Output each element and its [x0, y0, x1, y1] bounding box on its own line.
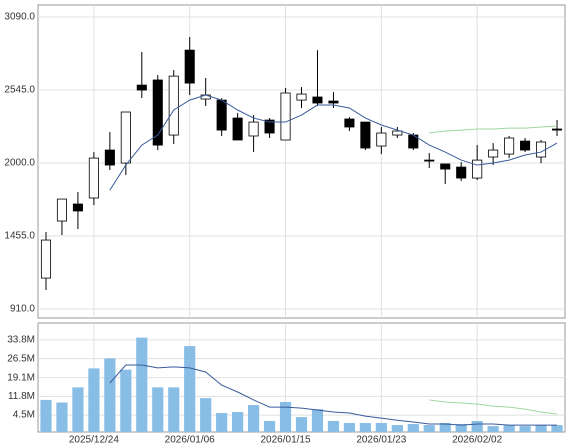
x-tick-label: 2026/01/15	[260, 435, 310, 446]
volume-bar	[248, 405, 260, 432]
candle-body	[216, 99, 227, 131]
candle-body	[328, 100, 339, 104]
candle-body	[344, 118, 355, 128]
x-tick-label: 2026/02/02	[452, 435, 502, 446]
moving-average-line	[109, 364, 558, 426]
x-tick-label: 2026/01/23	[356, 435, 406, 446]
candle-body	[376, 132, 387, 147]
candle-body	[120, 111, 131, 164]
volume-bar	[551, 425, 563, 432]
volume-bar	[232, 411, 244, 432]
y-tick-label: 33.8M	[7, 335, 35, 346]
candle-body	[88, 157, 99, 199]
volume-bar	[391, 425, 403, 432]
volume-bar	[471, 420, 483, 432]
volume-bar	[120, 369, 132, 432]
candle-body	[168, 75, 179, 136]
candle-body	[40, 239, 52, 279]
candle-body	[312, 96, 323, 104]
volume-bar	[56, 402, 68, 432]
volume-bar	[535, 425, 547, 432]
candle-body	[280, 92, 291, 141]
candle-body	[296, 93, 307, 101]
candle-body	[136, 84, 147, 91]
y-tick-label: 19.1M	[7, 372, 35, 383]
volume-bar	[152, 387, 164, 432]
candle-body	[248, 121, 259, 137]
moving-average-line	[429, 125, 558, 134]
candle-body	[536, 141, 547, 158]
candle-body	[520, 140, 531, 151]
x-tick-label: 2026/01/06	[165, 435, 215, 446]
volume-bar	[88, 368, 100, 432]
volume-bar	[487, 426, 499, 432]
candle-body	[424, 159, 435, 162]
volume-bar	[423, 425, 435, 432]
volume-bar	[519, 426, 531, 432]
y-tick-label: 2545.0	[4, 85, 35, 96]
candle-body	[184, 49, 195, 84]
volume-bar	[359, 423, 371, 432]
volume-bar	[40, 399, 52, 432]
candle-body	[392, 130, 403, 136]
y-tick-label: 4.5M	[13, 410, 35, 421]
volume-bar	[263, 420, 276, 432]
volume-bar	[327, 420, 340, 432]
volume-bar	[184, 346, 196, 432]
candle-body	[504, 137, 515, 155]
plot-area	[37, 4, 566, 319]
volume-bar	[311, 409, 324, 432]
volume-bar	[295, 417, 308, 432]
moving-average-line	[429, 399, 558, 415]
y-tick-label: 2000.0	[4, 158, 35, 169]
candle-body	[232, 117, 243, 141]
volume-bar	[168, 387, 180, 432]
x-tick-label: 2025/12/24	[69, 435, 119, 446]
candle-body	[456, 166, 467, 179]
candle-body	[56, 198, 67, 222]
candle-body	[440, 163, 451, 170]
volume-bar	[455, 424, 467, 432]
candle-body	[72, 203, 83, 212]
volume-bar	[136, 337, 148, 432]
volume-bar	[200, 398, 212, 432]
volume-bar	[375, 423, 387, 432]
candle-body	[488, 149, 499, 158]
volume-bar	[407, 424, 419, 432]
volume-bar	[343, 423, 355, 432]
volume-bar	[503, 425, 515, 432]
candle-body	[264, 119, 275, 134]
y-tick-label: 3090.0	[4, 12, 35, 23]
moving-average-line	[109, 94, 558, 191]
y-tick-label: 11.8M	[8, 391, 35, 402]
candle-body	[472, 159, 483, 179]
volume-bar	[279, 401, 292, 432]
y-tick-label: 26.5M	[7, 353, 35, 364]
candle-body	[360, 121, 371, 149]
volume-bar	[216, 413, 228, 432]
candle-body	[104, 149, 115, 166]
candle-body	[152, 79, 163, 146]
volume-bar	[72, 387, 84, 432]
y-tick-label: 910.0	[10, 304, 35, 315]
volume-bar	[104, 358, 116, 432]
volume-bar	[439, 423, 451, 432]
candle-body	[551, 128, 563, 131]
y-tick-label: 1455.0	[4, 231, 35, 242]
